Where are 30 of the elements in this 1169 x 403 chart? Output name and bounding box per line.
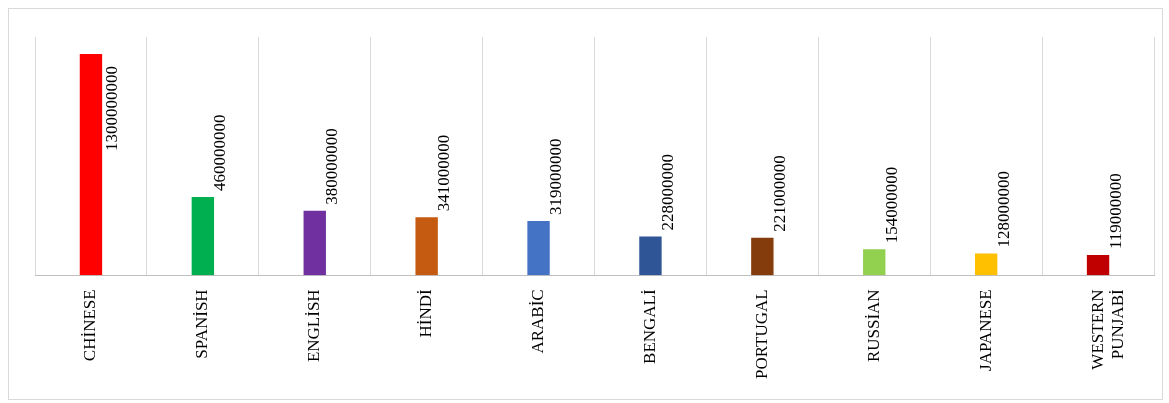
bar — [191, 197, 215, 276]
x-tick-label: WESTERN PUNJABİ — [1087, 289, 1127, 370]
bar — [415, 217, 438, 276]
data-label: 319000000 — [546, 138, 566, 216]
data-label: 460000000 — [210, 114, 230, 192]
bar — [303, 210, 326, 276]
bar — [751, 237, 774, 276]
data-label: 128000000 — [993, 171, 1013, 248]
bar — [639, 236, 662, 276]
data-label: 154000000 — [881, 166, 901, 244]
x-tick-label: HİNDİ — [416, 289, 436, 338]
x-tick-label: PORTUGAL — [751, 289, 771, 380]
bar — [1086, 255, 1110, 276]
x-tick-label: CHİNESE — [80, 289, 100, 362]
x-tick-label: BENGALİ — [639, 289, 659, 364]
bar — [79, 54, 103, 276]
data-label: 341000000 — [434, 134, 454, 212]
data-label: 1300000000 — [102, 66, 122, 152]
data-label: 228000000 — [657, 154, 677, 231]
bar — [863, 249, 886, 276]
x-tick-label: SPANİSH — [192, 289, 212, 359]
data-label: 119000000 — [1105, 173, 1125, 250]
x-tick-label: JAPANESE — [975, 289, 995, 371]
x-tick-label: ARABİC — [528, 289, 548, 354]
bar — [974, 253, 998, 276]
x-tick-label: ENGLİSH — [304, 289, 324, 363]
x-tick-label: RUSSİAN — [863, 289, 883, 363]
data-label: 380000000 — [322, 128, 342, 205]
bar — [527, 221, 550, 276]
data-label: 221000000 — [769, 155, 789, 232]
